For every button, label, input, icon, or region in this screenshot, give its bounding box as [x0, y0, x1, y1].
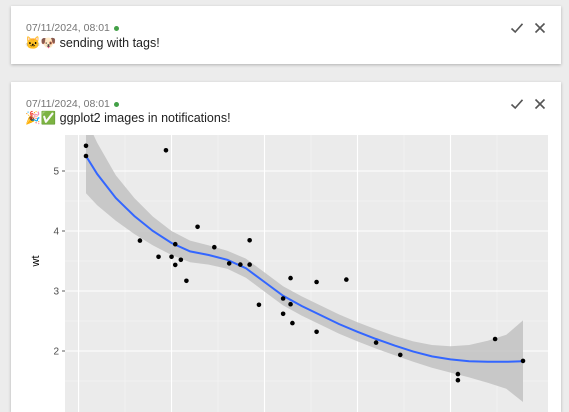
data-point [344, 277, 349, 282]
close-icon[interactable] [533, 97, 547, 111]
data-point [137, 238, 143, 243]
notification-meta: 07/11/2024, 08:01 [26, 22, 119, 34]
data-point [373, 340, 379, 345]
notification-actions [510, 21, 547, 35]
data-point [288, 301, 293, 307]
message-emoji: 🎉✅ [25, 111, 57, 125]
notification-actions [510, 97, 547, 111]
data-point [455, 377, 461, 383]
y-tick-label: 4 [53, 227, 59, 238]
data-point [238, 262, 243, 267]
data-point [492, 336, 498, 342]
data-point [280, 296, 286, 301]
data-point [247, 238, 252, 243]
confidence-ribbon [86, 135, 523, 402]
data-point [247, 262, 252, 267]
data-point [520, 358, 526, 364]
data-point [288, 275, 293, 281]
message-text: sending with tags! [59, 36, 160, 50]
data-point [256, 302, 262, 308]
notification-card: 07/11/2024, 08:01 🎉✅ ggplot2 images in n… [11, 82, 561, 412]
data-point [156, 254, 161, 260]
y-tick-label: 5 [53, 167, 59, 178]
y-tick-label: 2 [53, 347, 59, 358]
data-point [226, 261, 232, 266]
data-point [184, 278, 189, 284]
data-point [195, 224, 200, 230]
data-point [280, 311, 286, 317]
notification-message: 🐱🐶 sending with tags! [25, 36, 160, 51]
data-point [455, 371, 461, 377]
notification-meta: 07/11/2024, 08:01 [26, 98, 119, 110]
notification-timestamp: 07/11/2024, 08:01 [26, 22, 110, 34]
close-icon[interactable] [533, 21, 547, 35]
check-icon[interactable] [510, 21, 524, 35]
data-point [163, 148, 169, 153]
data-point [169, 254, 174, 260]
smooth-line [85, 155, 524, 363]
data-point [172, 241, 178, 247]
data-point [83, 143, 89, 149]
data-point [83, 153, 89, 159]
data-point [290, 320, 295, 326]
chart-svg: 2 3 4 5 wt [30, 135, 548, 412]
status-dot-icon [113, 101, 119, 107]
data-point [178, 257, 184, 263]
y-axis-label: wt [30, 256, 42, 268]
data-point [314, 329, 319, 335]
data-point [172, 262, 178, 268]
message-emoji: 🐱🐶 [25, 36, 57, 50]
ggplot-chart: 2 3 4 5 wt [25, 135, 548, 412]
y-tick-label: 3 [53, 287, 59, 298]
data-point [397, 352, 403, 358]
check-icon[interactable] [510, 97, 524, 111]
notification-timestamp: 07/11/2024, 08:01 [26, 98, 110, 110]
data-point [212, 244, 217, 250]
notification-card: 07/11/2024, 08:01 🐱🐶 sending with tags! [11, 6, 561, 64]
data-point [314, 279, 319, 285]
message-text: ggplot2 images in notifications! [59, 111, 231, 125]
status-dot-icon [113, 25, 119, 31]
notification-message: 🎉✅ ggplot2 images in notifications! [25, 111, 231, 126]
